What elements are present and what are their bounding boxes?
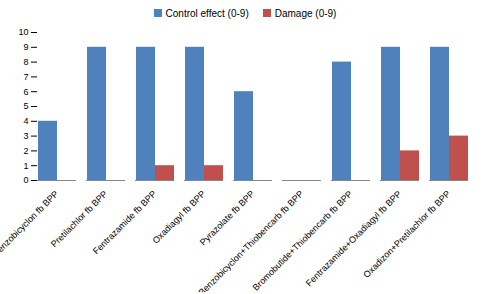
svg-text:4: 4 xyxy=(23,116,28,126)
svg-text:Oxadizon+Pretilachlor fb BPP: Oxadizon+Pretilachlor fb BPP xyxy=(361,189,452,280)
svg-text:Benzobicyclon fb BPP: Benzobicyclon fb BPP xyxy=(0,189,60,259)
svg-text:5: 5 xyxy=(23,101,28,111)
svg-text:8: 8 xyxy=(23,57,28,67)
svg-text:Fentrazamide fb BPP: Fentrazamide fb BPP xyxy=(91,189,159,257)
svg-text:3: 3 xyxy=(23,131,28,141)
svg-text:Pyrazolate fb BPP: Pyrazolate fb BPP xyxy=(197,188,257,248)
svg-text:Benzobicyclon+Thiobencarb fb B: Benzobicyclon+Thiobencarb fb BPP xyxy=(197,189,306,292)
svg-text:1: 1 xyxy=(23,161,28,171)
svg-text:Pretilachlor fb BPP: Pretilachlor fb BPP xyxy=(49,188,110,250)
svg-text:10: 10 xyxy=(18,27,28,37)
svg-text:7: 7 xyxy=(23,72,28,82)
svg-text:9: 9 xyxy=(23,42,28,52)
html-text:Damage (0-9): Damage (0-9) xyxy=(274,7,337,19)
svg-text:6: 6 xyxy=(23,87,28,97)
svg-text:Oxadiagyl fb BPP: Oxadiagyl fb BPP xyxy=(150,189,207,246)
svg-text:0: 0 xyxy=(23,175,28,185)
svg-text:2: 2 xyxy=(23,146,28,156)
svg-text:Bromobutide+Thiobencarb fb BPP: Bromobutide+Thiobencarb fb BPP xyxy=(251,189,355,292)
html-text:Control effect (0-9): Control effect (0-9) xyxy=(165,7,249,19)
svg-text:Fentrazamide+Oxadiagyl fb BPP: Fentrazamide+Oxadiagyl fb BPP xyxy=(304,189,404,289)
